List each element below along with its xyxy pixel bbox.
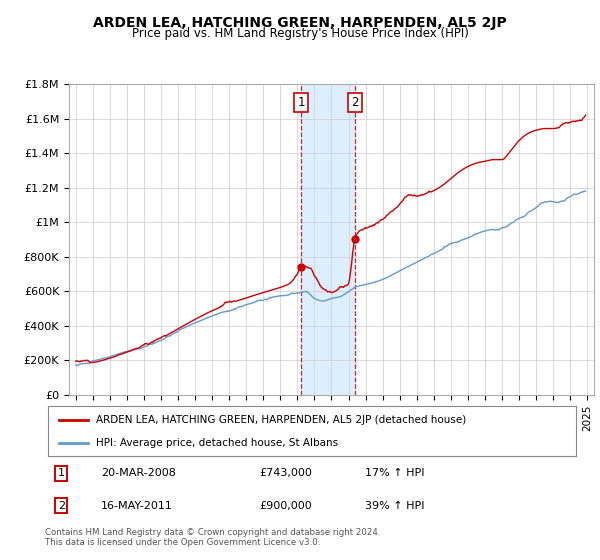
Text: 39% ↑ HPI: 39% ↑ HPI <box>365 501 424 511</box>
Text: 16-MAY-2011: 16-MAY-2011 <box>101 501 173 511</box>
Text: £743,000: £743,000 <box>259 468 312 478</box>
Text: 2: 2 <box>351 96 359 109</box>
Text: HPI: Average price, detached house, St Albans: HPI: Average price, detached house, St A… <box>95 438 338 449</box>
Text: ARDEN LEA, HATCHING GREEN, HARPENDEN, AL5 2JP (detached house): ARDEN LEA, HATCHING GREEN, HARPENDEN, AL… <box>95 415 466 425</box>
Text: 17% ↑ HPI: 17% ↑ HPI <box>365 468 424 478</box>
Text: 1: 1 <box>298 96 305 109</box>
Bar <box>301 84 355 395</box>
Text: 2: 2 <box>58 501 65 511</box>
Text: £900,000: £900,000 <box>259 501 312 511</box>
Text: Price paid vs. HM Land Registry's House Price Index (HPI): Price paid vs. HM Land Registry's House … <box>131 27 469 40</box>
Text: ARDEN LEA, HATCHING GREEN, HARPENDEN, AL5 2JP: ARDEN LEA, HATCHING GREEN, HARPENDEN, AL… <box>93 16 507 30</box>
Text: 1: 1 <box>58 468 65 478</box>
Text: 20-MAR-2008: 20-MAR-2008 <box>101 468 176 478</box>
Text: Contains HM Land Registry data © Crown copyright and database right 2024.
This d: Contains HM Land Registry data © Crown c… <box>45 528 380 547</box>
